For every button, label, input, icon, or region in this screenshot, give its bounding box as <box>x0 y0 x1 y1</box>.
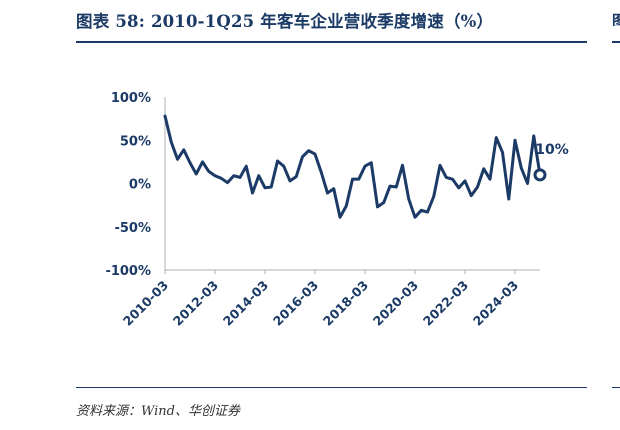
x-axis: 2010-032012-032014-032016-032018-032020-… <box>120 269 540 329</box>
x-tick-label: 2024-03 <box>470 278 521 329</box>
x-tick-label: 2014-03 <box>220 278 271 329</box>
y-tick-label: 0% <box>129 178 151 193</box>
last-point-marker <box>533 168 547 182</box>
source-note: 资料来源：Wind、华创证券 <box>76 404 240 419</box>
footer-divider <box>76 387 587 388</box>
y-tick-label: -100% <box>105 264 151 279</box>
x-tick-label: 2018-03 <box>320 278 371 329</box>
adjacent-figure-divider <box>612 41 620 43</box>
series-line <box>163 114 542 219</box>
y-tick-label: 100% <box>111 91 151 106</box>
adjacent-footer-divider <box>612 387 620 388</box>
adjacent-figure-title-fragment: 图 <box>612 12 620 26</box>
x-tick-label: 2010-03 <box>120 278 171 329</box>
y-tick-label: 50% <box>120 134 151 149</box>
x-tick-label: 2012-03 <box>170 278 221 329</box>
title-divider <box>76 41 587 43</box>
x-tick-label: 2020-03 <box>370 278 421 329</box>
x-tick-label: 2022-03 <box>420 278 471 329</box>
y-tick-label: -50% <box>114 221 151 236</box>
last-value-label: 10% <box>535 142 569 158</box>
figure-title: 图表 58: 2010-1Q25 年客车企业营收季度增速（%） <box>76 12 494 31</box>
x-tick-label: 2016-03 <box>270 278 321 329</box>
y-axis: 100% 50% 0% -50% -100% <box>105 91 166 279</box>
plot-area: 10% <box>163 114 569 219</box>
